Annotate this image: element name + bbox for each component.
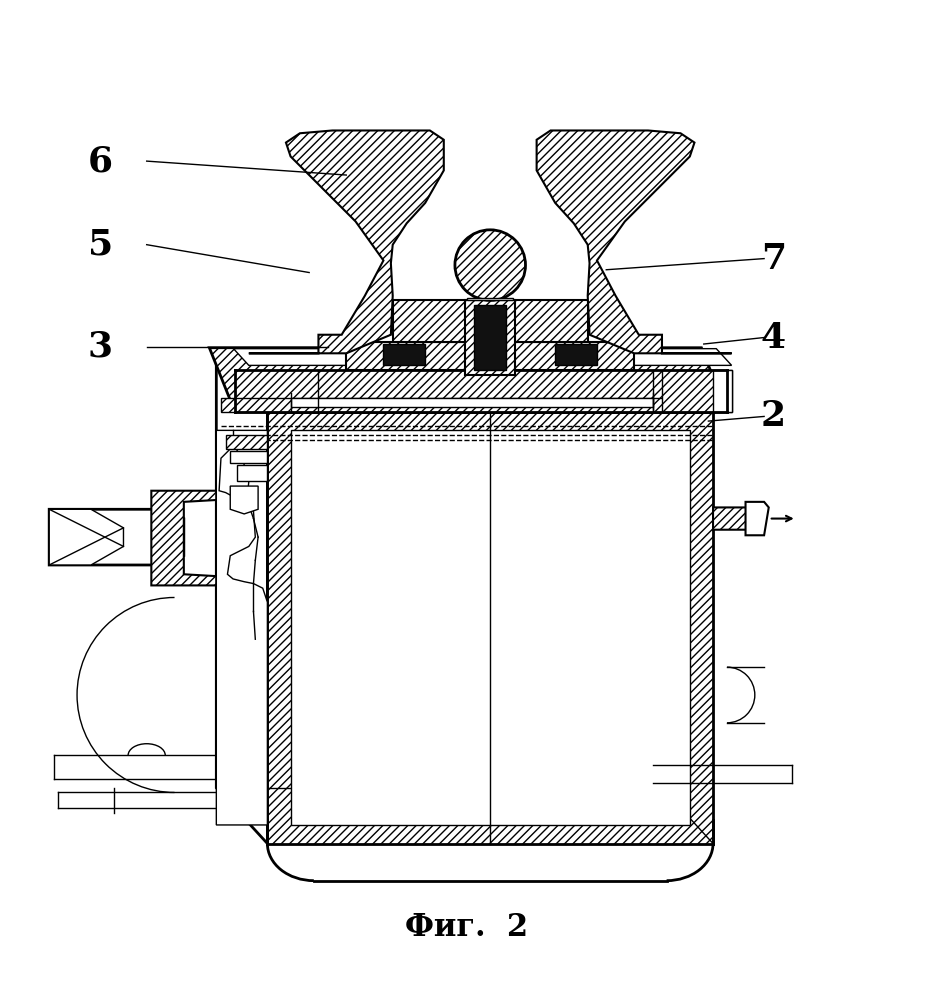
- Polygon shape: [231, 451, 267, 463]
- Polygon shape: [248, 130, 444, 353]
- Polygon shape: [217, 356, 713, 412]
- Polygon shape: [50, 509, 123, 565]
- Text: 6: 6: [88, 144, 113, 178]
- Polygon shape: [217, 356, 267, 844]
- Polygon shape: [467, 298, 514, 300]
- Polygon shape: [50, 509, 184, 565]
- Polygon shape: [209, 348, 727, 412]
- Polygon shape: [465, 300, 516, 375]
- Polygon shape: [555, 344, 597, 365]
- Text: 5: 5: [88, 228, 113, 262]
- Polygon shape: [713, 507, 755, 530]
- Polygon shape: [221, 398, 713, 412]
- Polygon shape: [234, 349, 731, 365]
- Polygon shape: [662, 370, 731, 412]
- Polygon shape: [290, 398, 653, 407]
- Text: 2: 2: [761, 399, 785, 433]
- Polygon shape: [151, 491, 217, 585]
- Polygon shape: [745, 502, 769, 535]
- Polygon shape: [392, 300, 587, 342]
- Text: 7: 7: [761, 242, 785, 276]
- Text: 3: 3: [88, 330, 113, 364]
- Text: 4: 4: [761, 321, 785, 355]
- Polygon shape: [537, 130, 731, 353]
- Polygon shape: [347, 342, 634, 370]
- Polygon shape: [474, 305, 506, 370]
- Polygon shape: [226, 435, 267, 449]
- Polygon shape: [713, 370, 731, 412]
- Polygon shape: [217, 430, 267, 825]
- Text: Фиг.  2: Фиг. 2: [405, 912, 529, 943]
- Polygon shape: [290, 430, 690, 825]
- Polygon shape: [384, 344, 425, 365]
- Polygon shape: [231, 486, 258, 514]
- Polygon shape: [236, 465, 267, 481]
- Circle shape: [455, 230, 526, 300]
- Polygon shape: [267, 412, 713, 844]
